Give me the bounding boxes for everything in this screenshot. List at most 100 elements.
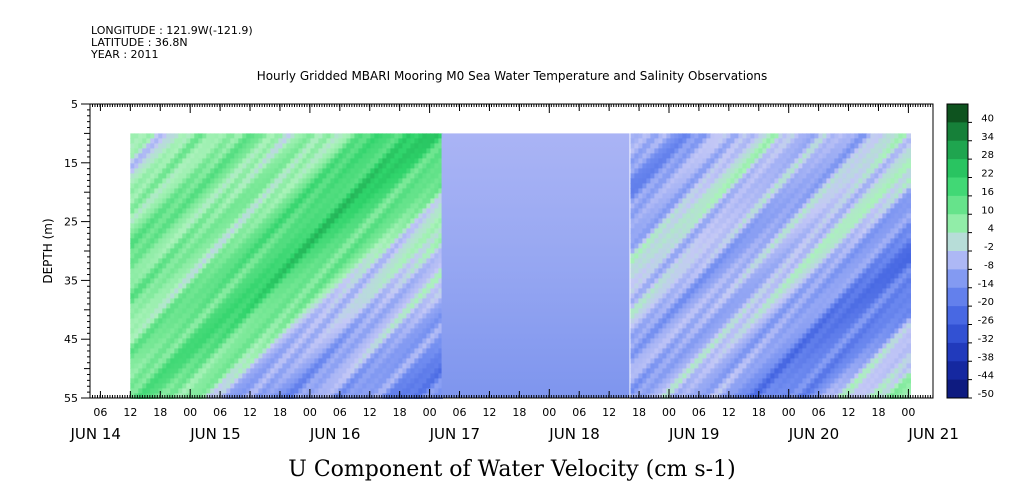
heatmap-cell (246, 313, 251, 319)
heatmap-cell (658, 243, 663, 249)
heatmap-cell (310, 208, 315, 214)
heatmap-cell (130, 183, 135, 189)
heatmap-cell (130, 333, 135, 339)
heatmap-cell (138, 308, 143, 314)
heatmap-cell (150, 138, 155, 144)
heatmap-cell (286, 318, 291, 324)
heatmap-cell (366, 198, 371, 204)
heatmap-cell (654, 388, 659, 394)
heatmap-cell (650, 293, 655, 299)
heatmap-cell (154, 323, 159, 329)
heatmap-cell (314, 283, 319, 289)
heatmap-cell (430, 263, 435, 269)
heatmap-cell (206, 353, 211, 359)
heatmap-cell (362, 188, 367, 194)
heatmap-cell (274, 238, 279, 244)
heatmap-cell (166, 348, 171, 354)
heatmap-cell (386, 383, 391, 389)
heatmap-cell (642, 393, 647, 399)
heatmap-cell (658, 348, 663, 354)
heatmap-cell (186, 388, 191, 394)
heatmap-cell (646, 253, 651, 259)
heatmap-cell (650, 283, 655, 289)
heatmap-cell (254, 388, 259, 394)
heatmap-cell (314, 243, 319, 249)
heatmap-cell (426, 238, 431, 244)
heatmap-cell (294, 258, 299, 264)
heatmap-cell (142, 373, 147, 379)
heatmap-cell (222, 208, 227, 214)
heatmap-cell (142, 213, 147, 219)
heatmap-cell (238, 198, 243, 204)
heatmap-cell (358, 258, 363, 264)
heatmap-cell (246, 328, 251, 334)
heatmap-cell (230, 353, 235, 359)
heatmap-cell (638, 193, 643, 199)
heatmap-cell (190, 153, 195, 159)
heatmap-cell (338, 173, 343, 179)
heatmap-cell (646, 188, 651, 194)
heatmap-cell (434, 218, 439, 224)
heatmap-cell (178, 348, 183, 354)
heatmap-cell (258, 163, 263, 169)
heatmap-cell (638, 253, 643, 259)
heatmap-cell (430, 353, 435, 359)
heatmap-cell (670, 153, 675, 159)
heatmap-cell (654, 163, 659, 169)
heatmap-cell (218, 358, 223, 364)
heatmap-cell (370, 388, 375, 394)
heatmap-cell (186, 198, 191, 204)
heatmap-cell (682, 223, 687, 229)
heatmap-cell (162, 318, 167, 324)
heatmap-cell (306, 238, 311, 244)
heatmap-cell (222, 268, 227, 274)
heatmap-cell (146, 203, 151, 209)
heatmap-cell (314, 378, 319, 384)
heatmap-cell (206, 348, 211, 354)
heatmap-cell (362, 268, 367, 274)
heatmap-cell (170, 318, 175, 324)
heatmap-cell (666, 373, 671, 379)
heatmap-cell (686, 278, 691, 284)
heatmap-cell (394, 383, 399, 389)
heatmap-cell (130, 318, 135, 324)
heatmap-cell (210, 233, 215, 239)
heatmap-cell (386, 208, 391, 214)
heatmap-cell (138, 238, 143, 244)
heatmap-cell (370, 283, 375, 289)
heatmap-cell (410, 178, 415, 184)
heatmap-cell (350, 283, 355, 289)
heatmap-cell (658, 268, 663, 274)
heatmap-cell (242, 348, 247, 354)
heatmap-cell (374, 238, 379, 244)
heatmap-cell (686, 308, 691, 314)
heatmap-cell (418, 373, 423, 379)
heatmap-cell (662, 153, 667, 159)
heatmap-cell (222, 273, 227, 279)
heatmap-cell (302, 163, 307, 169)
heatmap-cell (354, 143, 359, 149)
heatmap-cell (326, 313, 331, 319)
heatmap-cell (146, 308, 151, 314)
heatmap-cell (410, 308, 415, 314)
heatmap-cell (134, 173, 139, 179)
heatmap-cell (358, 223, 363, 229)
heatmap-cell (198, 343, 203, 349)
heatmap-cell (162, 193, 167, 199)
heatmap-cell (358, 293, 363, 299)
heatmap-cell (414, 273, 419, 279)
heatmap-cell (334, 178, 339, 184)
heatmap-cell (182, 253, 187, 259)
heatmap-cell (686, 133, 691, 139)
heatmap-cell (334, 388, 339, 394)
heatmap-cell (298, 313, 303, 319)
heatmap-cell (678, 233, 683, 239)
heatmap-cell (294, 373, 299, 379)
heatmap-cell (438, 143, 443, 149)
heatmap-cell (390, 228, 395, 234)
heatmap-cell (666, 208, 671, 214)
heatmap-cell (326, 168, 331, 174)
heatmap-cell (422, 273, 427, 279)
heatmap-cell (666, 173, 671, 179)
heatmap-cell (258, 208, 263, 214)
